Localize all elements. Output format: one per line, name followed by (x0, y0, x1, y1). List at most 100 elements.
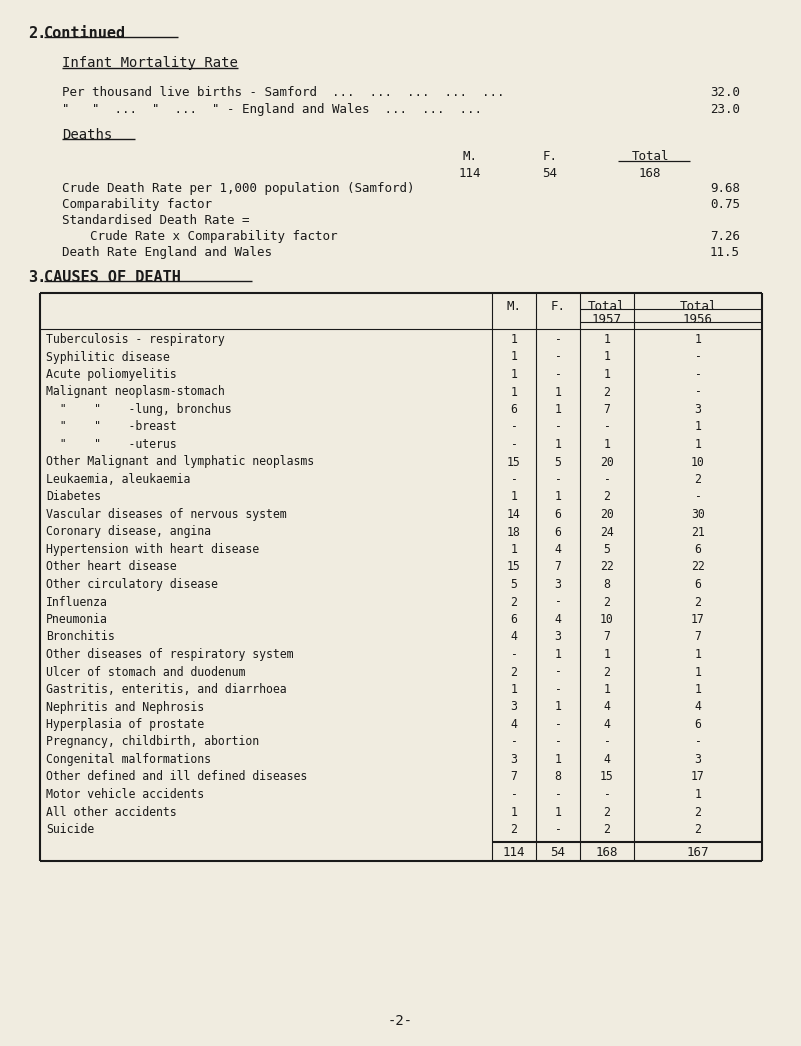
Text: M.: M. (506, 300, 521, 313)
Text: 168: 168 (638, 167, 662, 180)
Text: Diabetes: Diabetes (46, 491, 101, 503)
Text: -: - (694, 491, 702, 503)
Text: 1: 1 (694, 665, 702, 679)
Text: 4: 4 (604, 718, 610, 731)
Text: Bronchitis: Bronchitis (46, 631, 115, 643)
Text: -: - (694, 368, 702, 381)
Text: Death Rate England and Wales: Death Rate England and Wales (62, 246, 272, 259)
Text: 1: 1 (554, 491, 562, 503)
Text: -: - (554, 333, 562, 346)
Text: -: - (694, 386, 702, 399)
Text: Leukaemia, aleukaemia: Leukaemia, aleukaemia (46, 473, 191, 486)
Text: 15: 15 (507, 561, 521, 573)
Text: 1: 1 (694, 333, 702, 346)
Text: -: - (510, 473, 517, 486)
Text: 21: 21 (691, 525, 705, 539)
Text: 2: 2 (604, 386, 610, 399)
Text: 1: 1 (510, 491, 517, 503)
Text: Pregnancy, childbirth, abortion: Pregnancy, childbirth, abortion (46, 735, 260, 749)
Text: 24: 24 (600, 525, 614, 539)
Text: 1: 1 (694, 438, 702, 451)
Text: 7: 7 (694, 631, 702, 643)
Text: -: - (694, 735, 702, 749)
Text: -: - (510, 788, 517, 801)
Text: 4: 4 (510, 631, 517, 643)
Text: -: - (510, 649, 517, 661)
Text: 1: 1 (510, 333, 517, 346)
Text: -: - (554, 473, 562, 486)
Text: 2: 2 (604, 595, 610, 609)
Text: 20: 20 (600, 508, 614, 521)
Text: 2: 2 (510, 665, 517, 679)
Text: 168: 168 (596, 846, 618, 860)
Text: 0.75: 0.75 (710, 198, 740, 211)
Text: 1: 1 (554, 386, 562, 399)
Text: CAUSES OF DEATH: CAUSES OF DEATH (44, 270, 181, 285)
Text: 1: 1 (694, 420, 702, 433)
Text: Other circulatory disease: Other circulatory disease (46, 578, 218, 591)
Text: 1: 1 (694, 649, 702, 661)
Text: 9.68: 9.68 (710, 182, 740, 195)
Text: -: - (604, 735, 610, 749)
Text: All other accidents: All other accidents (46, 805, 177, 819)
Text: -: - (604, 788, 610, 801)
Text: -: - (554, 788, 562, 801)
Text: 3: 3 (694, 403, 702, 416)
Text: 2: 2 (510, 823, 517, 836)
Text: 3: 3 (510, 753, 517, 766)
Text: Total: Total (631, 150, 669, 163)
Text: 18: 18 (507, 525, 521, 539)
Text: Tuberculosis - respiratory: Tuberculosis - respiratory (46, 333, 225, 346)
Text: 2: 2 (604, 665, 610, 679)
Text: 14: 14 (507, 508, 521, 521)
Text: 7: 7 (604, 403, 610, 416)
Text: 15: 15 (600, 771, 614, 783)
Text: Standardised Death Rate =: Standardised Death Rate = (62, 214, 249, 227)
Text: 5: 5 (510, 578, 517, 591)
Text: 3.: 3. (28, 270, 46, 285)
Text: 1: 1 (694, 683, 702, 696)
Text: 2: 2 (694, 823, 702, 836)
Text: 1957: 1957 (592, 313, 622, 326)
Text: Continued: Continued (44, 26, 126, 41)
Text: 6: 6 (694, 543, 702, 556)
Text: 1: 1 (554, 649, 562, 661)
Text: 23.0: 23.0 (710, 103, 740, 116)
Text: 1: 1 (510, 350, 517, 364)
Text: Hyperplasia of prostate: Hyperplasia of prostate (46, 718, 204, 731)
Text: 4: 4 (604, 701, 610, 713)
Text: 6: 6 (554, 525, 562, 539)
Text: -: - (554, 368, 562, 381)
Text: "    "    -breast: " " -breast (46, 420, 177, 433)
Text: 10: 10 (600, 613, 614, 626)
Text: 54: 54 (542, 167, 557, 180)
Text: 4: 4 (604, 753, 610, 766)
Text: 20: 20 (600, 455, 614, 469)
Text: -2-: -2- (388, 1014, 413, 1028)
Text: 10: 10 (691, 455, 705, 469)
Text: Other diseases of respiratory system: Other diseases of respiratory system (46, 649, 293, 661)
Text: Syphilitic disease: Syphilitic disease (46, 350, 170, 364)
Text: -: - (554, 595, 562, 609)
Text: 2: 2 (604, 491, 610, 503)
Text: -: - (510, 735, 517, 749)
Text: 6: 6 (694, 718, 702, 731)
Text: Other heart disease: Other heart disease (46, 561, 177, 573)
Text: Other defined and ill defined diseases: Other defined and ill defined diseases (46, 771, 308, 783)
Text: M.: M. (462, 150, 477, 163)
Text: 1: 1 (604, 683, 610, 696)
Text: 2.: 2. (28, 26, 46, 41)
Text: Ulcer of stomach and duodenum: Ulcer of stomach and duodenum (46, 665, 245, 679)
Text: 17: 17 (691, 771, 705, 783)
Text: Nephritis and Nephrosis: Nephritis and Nephrosis (46, 701, 204, 713)
Text: 1: 1 (604, 350, 610, 364)
Text: Motor vehicle accidents: Motor vehicle accidents (46, 788, 204, 801)
Text: Crude Rate x Comparability factor: Crude Rate x Comparability factor (90, 230, 337, 243)
Text: -: - (554, 823, 562, 836)
Text: 1: 1 (510, 805, 517, 819)
Text: -: - (510, 420, 517, 433)
Text: 5: 5 (554, 455, 562, 469)
Text: 2: 2 (694, 473, 702, 486)
Text: Deaths: Deaths (62, 128, 112, 142)
Text: Acute poliomyelitis: Acute poliomyelitis (46, 368, 177, 381)
